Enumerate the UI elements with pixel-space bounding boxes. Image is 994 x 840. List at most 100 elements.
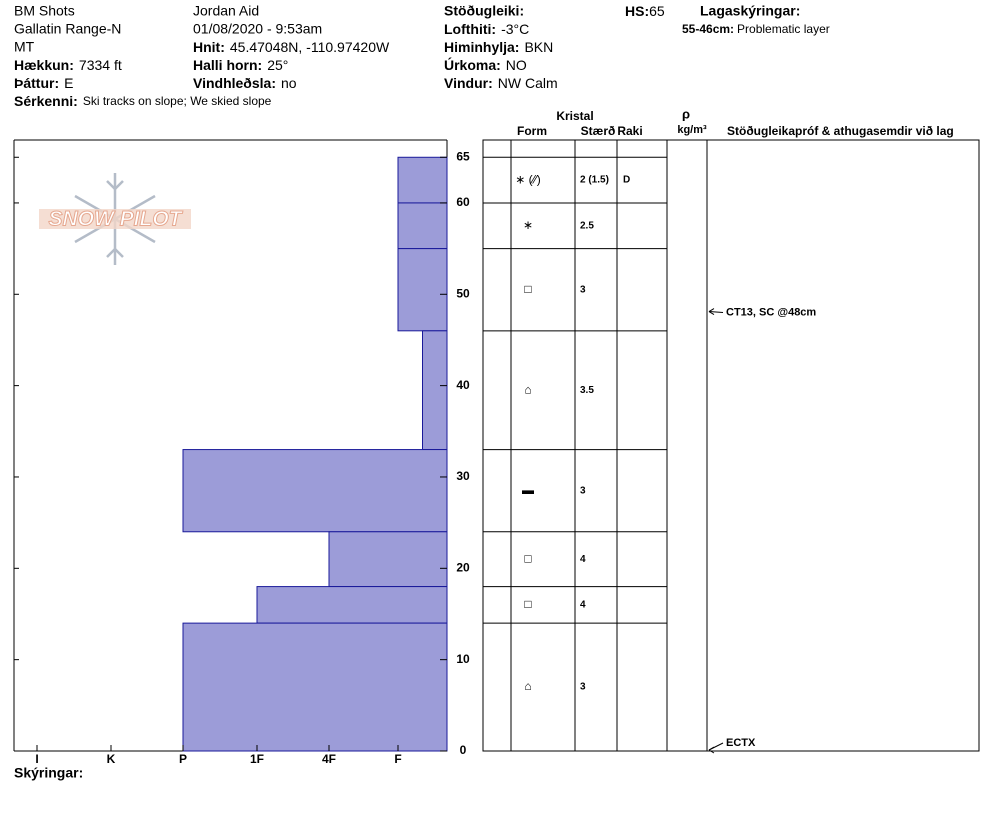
state: MT [14, 39, 35, 55]
field-value: BKN [524, 39, 553, 55]
y-tick-label: 50 [456, 286, 470, 300]
grain-size: 3 [580, 485, 586, 496]
field-label: Vindhleðsla: [193, 75, 276, 91]
field-label: Úrkoma: [444, 56, 501, 73]
hardness-bar [256, 586, 448, 624]
x-tick-label: K [107, 752, 116, 766]
column-header: kg/m³ [677, 124, 707, 136]
hardness-bar [328, 531, 448, 588]
field-label: Lofthiti: [444, 21, 496, 37]
grain-size: 3 [580, 284, 586, 295]
logo-band [39, 209, 191, 229]
legend-item: 55-46cm: Problematic layer [682, 22, 830, 36]
hs-label: HS: [625, 3, 649, 19]
field-value: NW Calm [498, 75, 558, 91]
hardness-bar [182, 449, 448, 533]
column-header: ρ [682, 106, 690, 121]
test-arrowhead [708, 308, 715, 315]
field-label: Hækkun: [14, 57, 74, 73]
field-label: Þáttur: [14, 75, 59, 91]
legend-label: 55-46cm: [682, 22, 734, 36]
grain-form: □ [524, 597, 531, 611]
grain-size: 2.5 [580, 220, 594, 231]
hardness-bar [397, 202, 448, 250]
field-label: Halli horn: [193, 57, 262, 73]
grain-size: 3.5 [580, 385, 594, 396]
field-value: 45.47048N, -110.97420W [230, 39, 390, 55]
y-tick-label: 0 [460, 743, 467, 757]
x-tick-label: 1F [250, 752, 264, 766]
column-header: Raki [617, 124, 642, 138]
x-tick-label: I [35, 752, 38, 766]
x-tick-label: F [394, 752, 401, 766]
date: 01/08/2020 - 9:53am [193, 21, 322, 37]
grain-size: 4 [580, 554, 586, 565]
grain-form: □ [524, 282, 531, 296]
grain-form: ∗ [523, 218, 533, 232]
notes-label: Skýringar: [14, 765, 83, 781]
test-arrowhead [708, 746, 715, 754]
hardness-bar [422, 330, 448, 451]
grain-size: 3 [580, 682, 586, 693]
x-tick-label: 4F [322, 752, 336, 766]
field: Sérkenni: Ski tracks on slope; We skied s… [14, 93, 272, 109]
field-label: Hnit: [193, 39, 225, 55]
grain-form: ⌂ [524, 679, 531, 693]
layer-table [482, 139, 980, 752]
grain-form: □ [524, 551, 531, 565]
y-tick-label: 20 [456, 560, 470, 574]
logo-text: SNOW PILOT [49, 208, 184, 231]
test-label: ECTX [726, 737, 756, 749]
grain-size: 4 [580, 599, 586, 610]
y-tick-label: 65 [456, 149, 470, 163]
field: Úrkoma: NO [444, 56, 527, 73]
x-tick-label: P [179, 752, 187, 766]
grain-form: ▬ [522, 483, 534, 497]
field: Himinhylja: BKN [444, 39, 553, 55]
field-label: Himinhylja: [444, 39, 519, 55]
hs: HS:65 [625, 3, 665, 19]
legend-value: Problematic layer [737, 22, 830, 36]
field: Lofthiti: -3°C [444, 21, 529, 37]
site: BM Shots [14, 3, 75, 19]
observer: Jordan Aid [193, 3, 259, 19]
y-tick-label: 10 [456, 652, 470, 666]
field: Vindhleðsla: no [193, 75, 297, 91]
field-label: Sérkenni: [14, 93, 78, 109]
y-tick-label: 60 [456, 195, 470, 209]
field-value: E [64, 75, 73, 91]
grain-form: ⌂ [524, 382, 531, 396]
field: Hnit: 45.47048N, -110.97420W [193, 39, 390, 55]
location: Gallatin Range-N [14, 21, 121, 37]
field-value: Ski tracks on slope; We skied slope [83, 94, 272, 108]
field: Hækkun: 7334 ft [14, 57, 122, 73]
legend-title: Lagaskýringar: [700, 3, 800, 19]
column-header: Stöðugleikapróf & athugasemdir við lag [727, 124, 954, 138]
test-label: CT13, SC @48cm [726, 306, 816, 318]
hardness-bar [397, 156, 448, 204]
field: Vindur: NW Calm [444, 75, 558, 91]
field-value: 25° [267, 57, 288, 73]
grain-form: ∗ (⁄⁄) [515, 172, 540, 186]
hs-value: 65 [649, 3, 665, 19]
logo: SNOW PILOT [39, 173, 191, 265]
hardness-bar [397, 248, 448, 332]
column-header: Stærð [581, 124, 616, 138]
field-value: NO [506, 57, 527, 73]
grain-size: 2 (1.5) [580, 175, 609, 186]
field-label: Vindur: [444, 75, 493, 91]
test-arrow [708, 311, 724, 314]
hardness-bar [182, 622, 448, 752]
column-header: Form [517, 124, 547, 138]
y-tick-label: 30 [456, 469, 470, 483]
column-header: Kristal [556, 109, 593, 123]
field-value: 7334 ft [79, 57, 122, 73]
field-value: -3°C [501, 21, 529, 37]
field-value: no [281, 75, 297, 91]
y-tick-label: 40 [456, 378, 470, 392]
moisture: D [623, 175, 630, 186]
field-label: Stöðugleiki: [444, 3, 524, 19]
field: Þáttur: E [14, 75, 73, 91]
field: Halli horn: 25° [193, 57, 288, 73]
